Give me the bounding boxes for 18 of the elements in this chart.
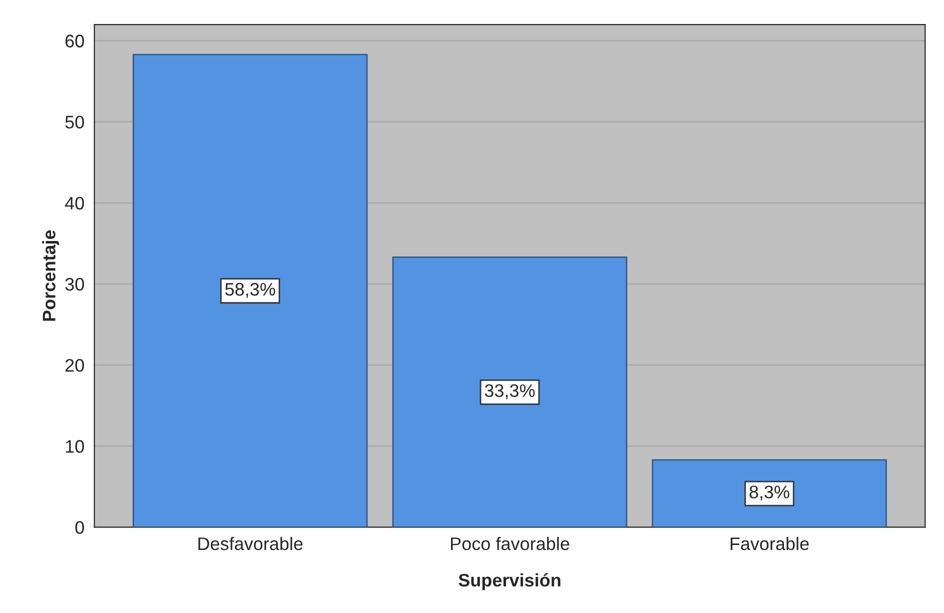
bar	[132, 54, 368, 528]
x-axis-title: Supervisión	[458, 573, 560, 590]
x-tick-label: Poco favorable	[451, 536, 570, 550]
bar	[392, 256, 628, 528]
y-tick-label: 60	[66, 34, 84, 48]
y-tick-label: 50	[65, 116, 84, 129]
x-tick-label: Favorable	[730, 536, 809, 550]
y-tick-label: 40	[65, 196, 84, 210]
y-tick-label: 0	[75, 521, 84, 534]
data-label: 58,3%	[225, 282, 276, 298]
data-label: 8,3%	[750, 486, 790, 501]
data-label: 33,3%	[484, 384, 535, 400]
y-tick-label: 20	[66, 358, 84, 372]
bar	[652, 459, 887, 528]
y-tick-label: 10	[66, 440, 84, 453]
y-axis-title: Porcentaje	[42, 230, 60, 321]
y-tick-label: 30	[65, 278, 84, 291]
x-tick-label: Desfavorable	[198, 536, 303, 550]
